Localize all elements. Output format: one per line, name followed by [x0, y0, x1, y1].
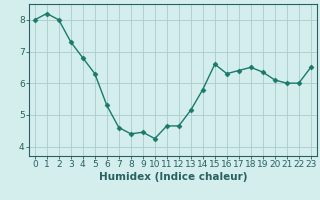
- X-axis label: Humidex (Indice chaleur): Humidex (Indice chaleur): [99, 172, 247, 182]
